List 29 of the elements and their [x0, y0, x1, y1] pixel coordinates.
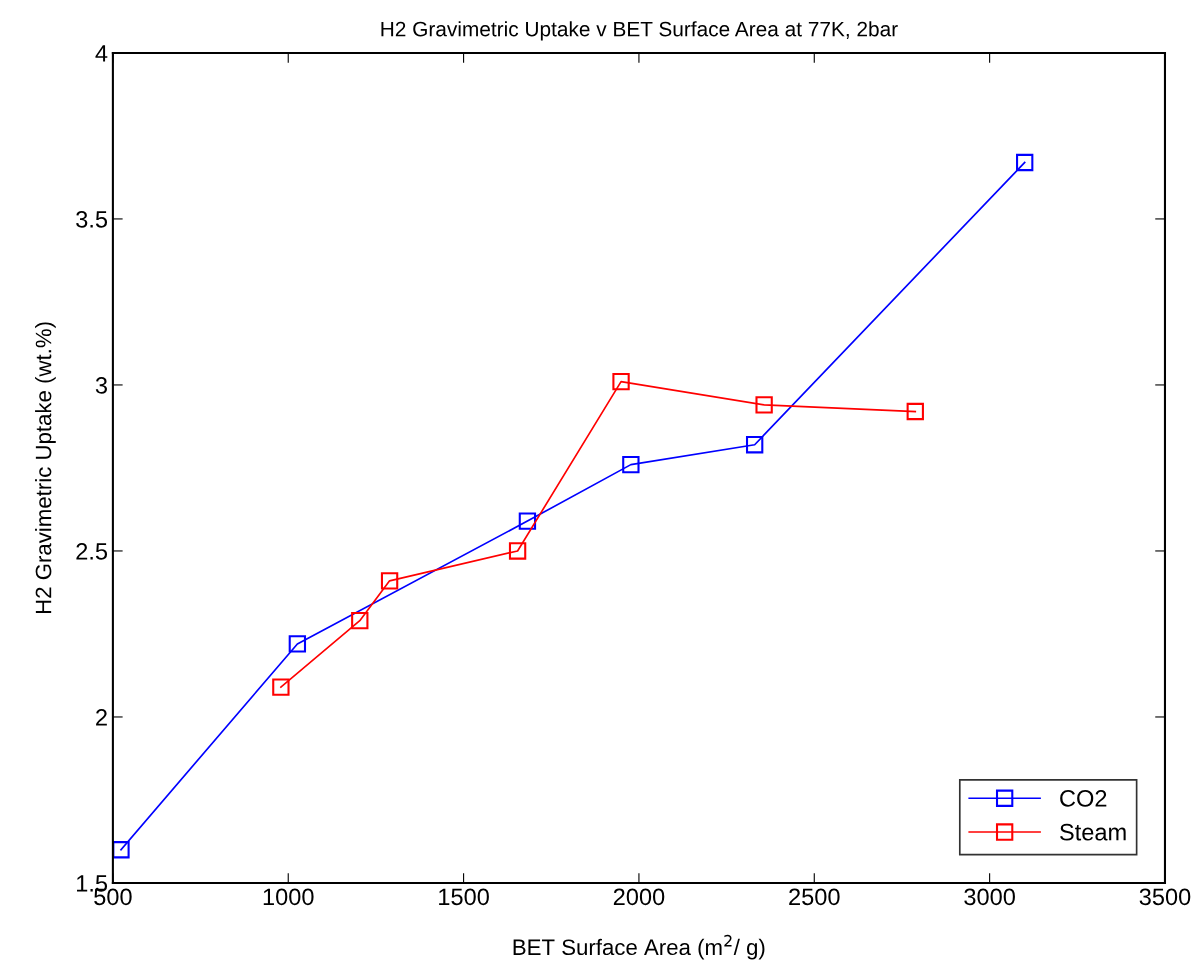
point — [612, 372, 630, 391]
y-axis-title: H2 Gravimetric Uptake (wt.%) — [35, 322, 56, 614]
x-tick-label: 1000 — [263, 888, 314, 906]
point — [1016, 153, 1034, 172]
y-tick-label: 3 — [95, 377, 107, 394]
x-tick-label: 3000 — [964, 888, 1015, 906]
y-tick-label: 3.5 — [76, 211, 108, 228]
point — [755, 396, 773, 414]
point — [906, 402, 924, 421]
y-tick-label: 2 — [96, 709, 107, 726]
x-axis-title: BET Surface Area (m$^{2}$/ g) — [513, 934, 765, 960]
x-tick-label: 2500 — [789, 888, 840, 906]
legend-label: Steam — [1060, 823, 1126, 841]
x-tick-label: 2000 — [613, 888, 665, 906]
legend-label: CO2 — [1060, 790, 1107, 807]
x-tick-label: 1500 — [439, 888, 489, 906]
point — [745, 436, 764, 454]
point — [112, 841, 130, 859]
point — [508, 542, 527, 560]
x-tick-label: 3500 — [1139, 888, 1191, 906]
chart-title: H2 Gravimetric Uptake v BET Surface Area at 77K, 2bar — [381, 21, 898, 41]
y-tick-label: 4 — [95, 45, 108, 62]
y-tick-label: 2.5 — [76, 543, 108, 560]
point — [622, 455, 640, 474]
point — [351, 612, 369, 630]
point — [518, 512, 537, 530]
point — [272, 678, 290, 696]
point — [288, 635, 307, 653]
point — [380, 572, 399, 590]
